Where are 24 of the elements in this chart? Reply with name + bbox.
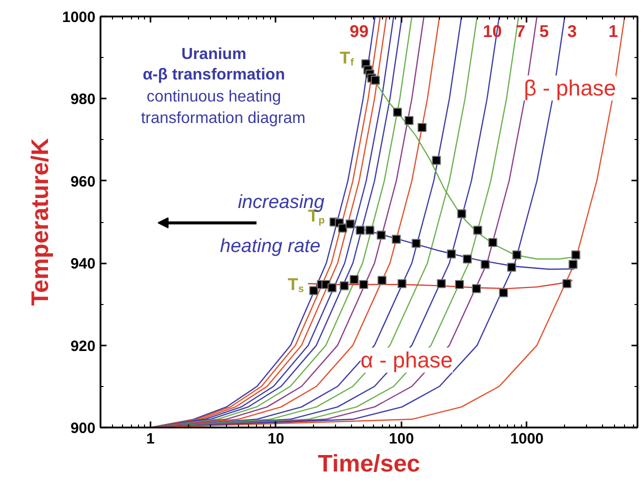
- annotation: β - phase: [524, 76, 616, 101]
- x-tick-label: 1: [146, 430, 155, 448]
- annotation: 5: [539, 22, 549, 41]
- x-tick-label: 10: [268, 430, 284, 448]
- annotation: continuous heating: [146, 88, 282, 106]
- annotation: 1: [608, 22, 618, 41]
- annotation: transformation diagram: [140, 110, 306, 127]
- annotation: 99: [350, 22, 369, 41]
- annotation: 7: [516, 22, 526, 41]
- annotation: heating rate: [220, 236, 320, 258]
- y-tick-label: 1000: [62, 9, 96, 26]
- annotation: 3: [567, 22, 577, 41]
- y-tick-label: 940: [70, 256, 96, 273]
- annotation: α-β transformation: [142, 66, 285, 84]
- annotation: α - phase: [360, 348, 453, 373]
- x-axis-title: Time/sec: [318, 450, 420, 478]
- y-axis-title: Temperature/K: [27, 138, 54, 306]
- x-tick-label: 100: [388, 430, 414, 448]
- y-tick-label: 920: [70, 338, 96, 355]
- y-tick-label: 960: [70, 173, 96, 190]
- y-tick-label: 900: [70, 420, 96, 437]
- x-tick-label: 1000: [510, 430, 544, 448]
- annotation: Uranium: [181, 46, 246, 64]
- y-tick-label: 980: [70, 91, 96, 108]
